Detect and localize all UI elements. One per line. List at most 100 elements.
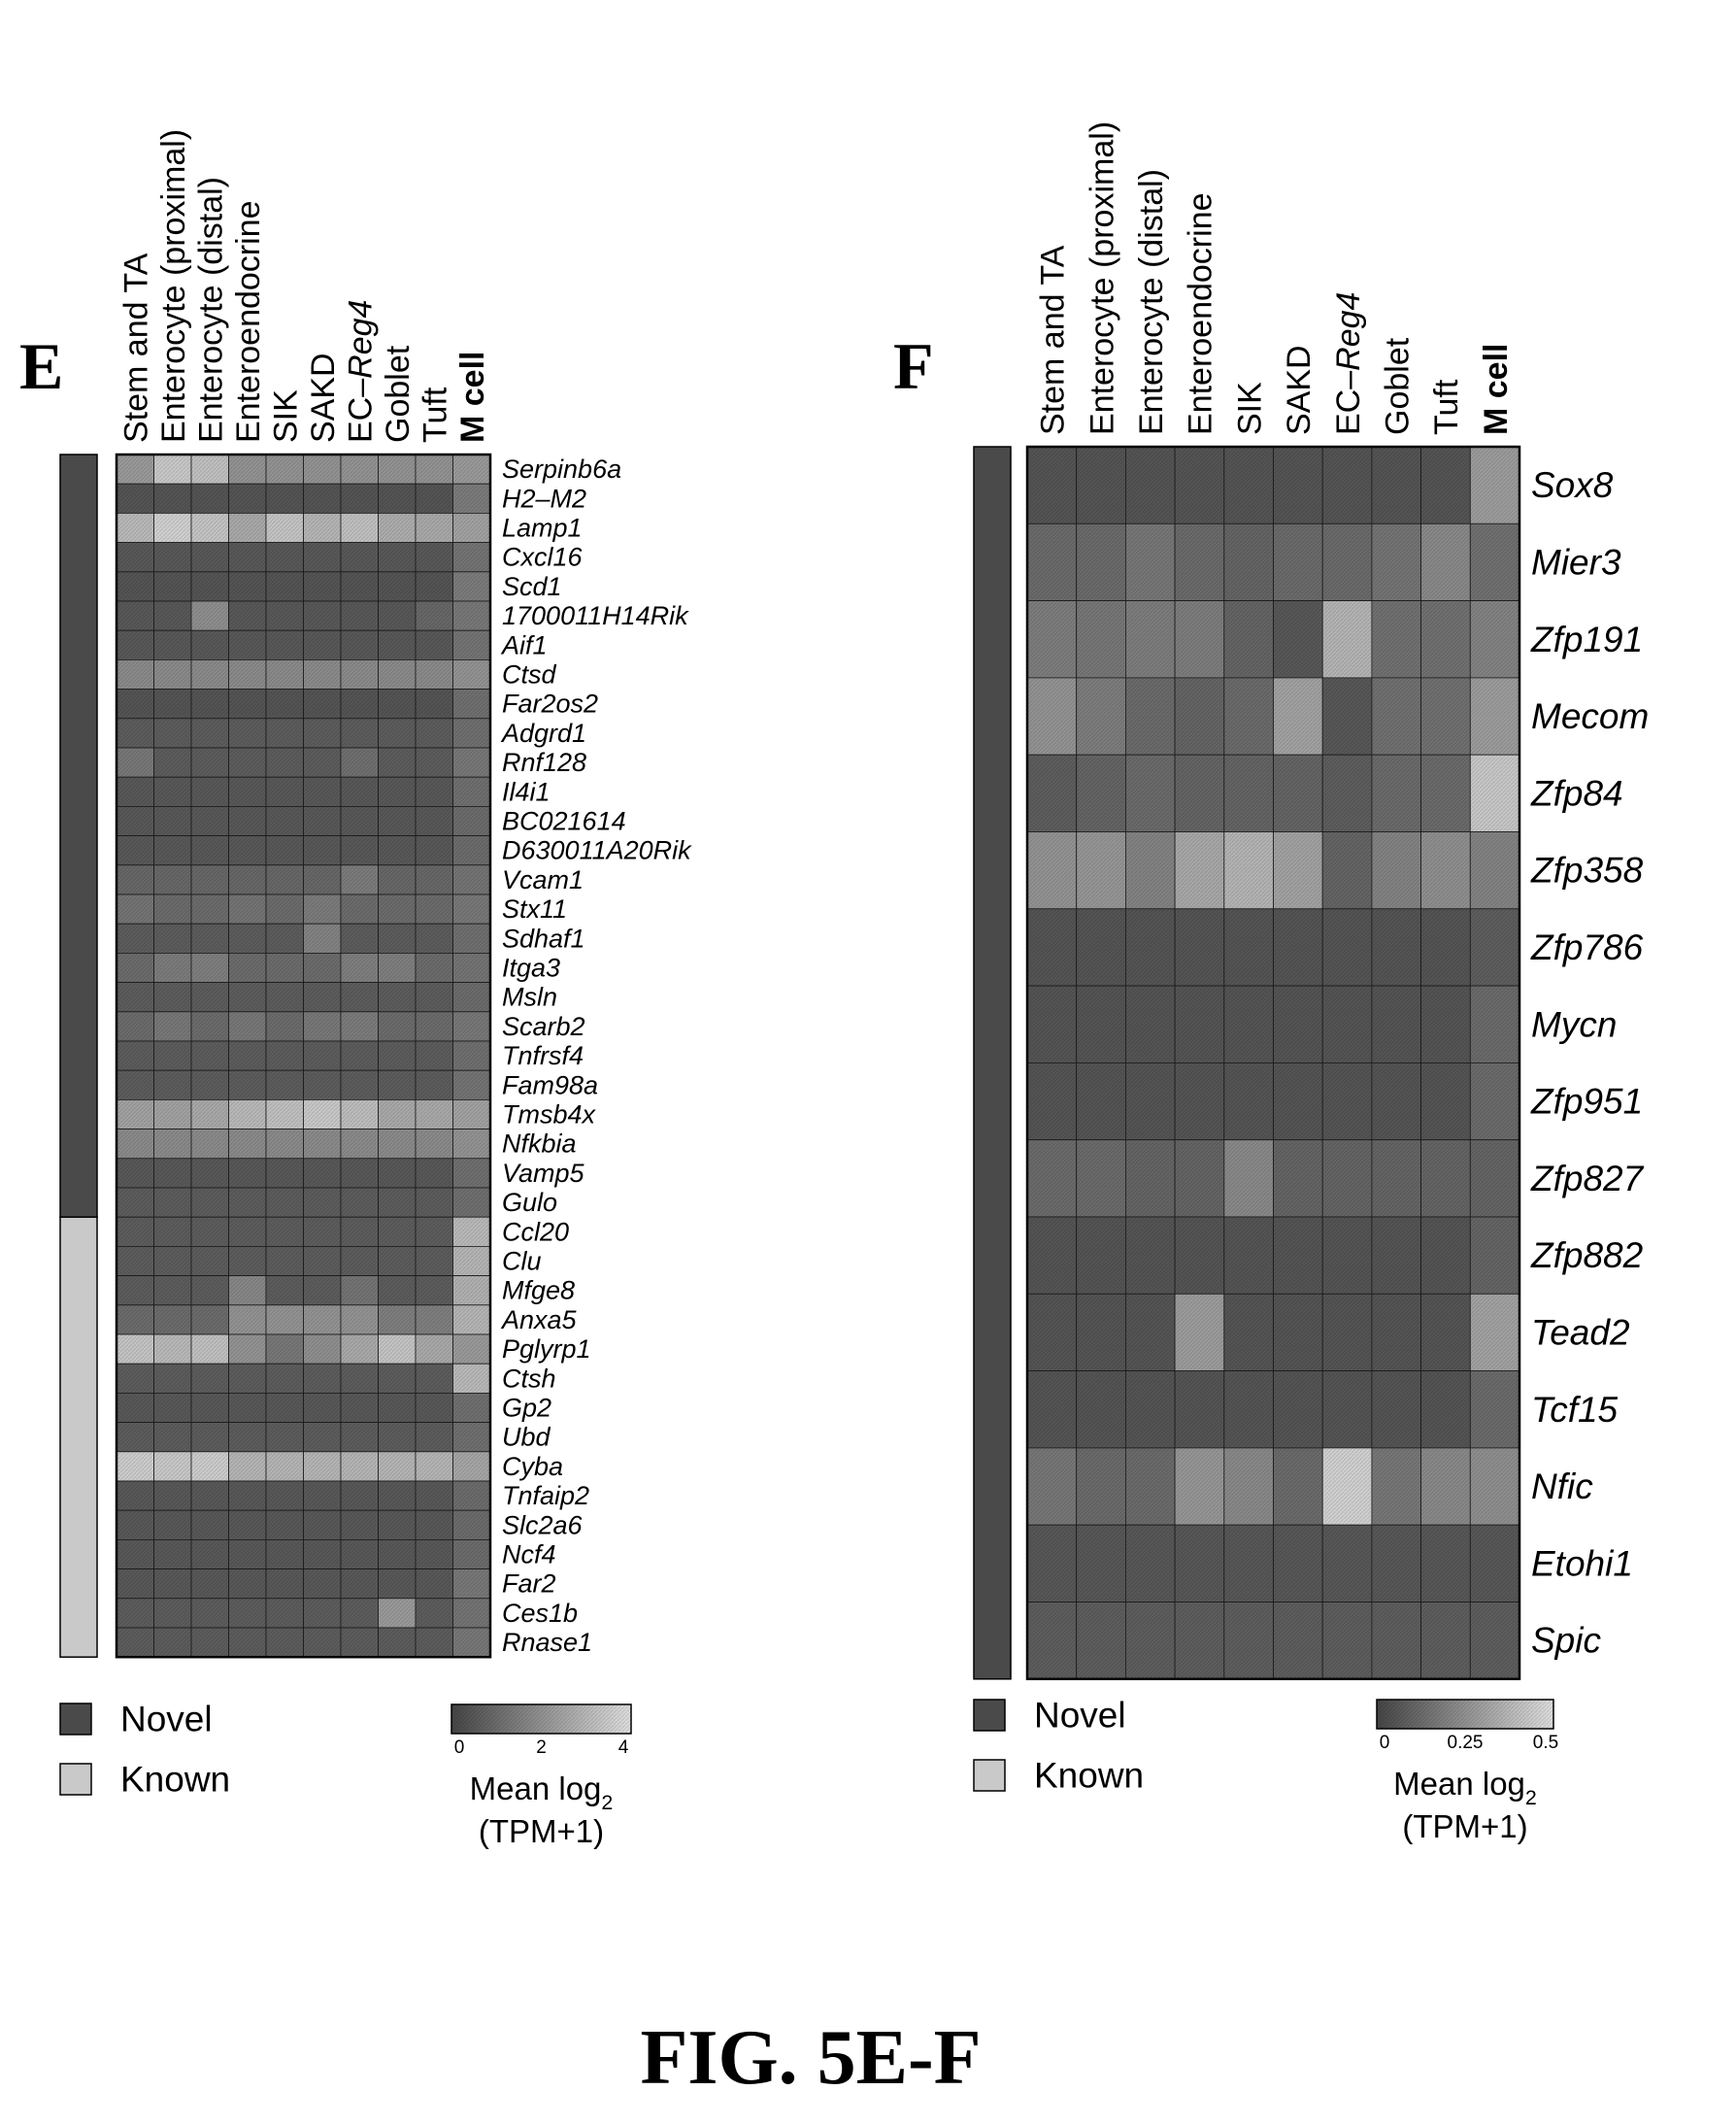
panel-e-cell-texture [228, 1246, 266, 1276]
panel-e-cell-texture [153, 1275, 191, 1305]
panel-e-cell-texture [341, 1451, 379, 1481]
panel-e-cell-texture [341, 1304, 379, 1334]
panel-f-row-label: Mecom [1531, 696, 1649, 736]
panel-e-row-label: Clu [502, 1247, 542, 1276]
panel-e-cell-texture [378, 1246, 416, 1276]
panel-e-cell-texture [416, 571, 453, 601]
panel-f-cell-texture [1470, 1525, 1519, 1602]
panel-e-cell-texture [378, 777, 416, 807]
panel-e-cell-texture [266, 1539, 304, 1569]
panel-f-row-label: Tead2 [1531, 1312, 1630, 1352]
panel-f-cell-texture [1125, 1062, 1176, 1140]
panel-e-cell-texture [416, 1246, 453, 1276]
panel-f-cell-texture [1470, 1447, 1519, 1526]
panel-e-cell-texture [117, 1481, 154, 1511]
panel-e-row-label: Nfkbia [502, 1129, 577, 1159]
panel-e-row-label: Cyba [502, 1452, 563, 1481]
panel-e-cell-texture [153, 1481, 191, 1511]
panel-e-cell-texture [191, 777, 229, 807]
panel-e-cell-texture [153, 1011, 191, 1041]
panel-f-cell-texture [1076, 755, 1126, 832]
panel-f-cell-texture [1175, 1139, 1224, 1217]
panel-e-cell-texture [117, 1099, 154, 1129]
panel-e-cell-texture [117, 1217, 154, 1247]
panel-f-cell-texture [1420, 523, 1471, 601]
panel-e-cell-texture [266, 1246, 304, 1276]
panel-f-cell-texture [1420, 755, 1471, 832]
panel-f-row-label: Zfp951 [1530, 1082, 1643, 1122]
panel-e-row-label: Cxcl16 [502, 543, 584, 572]
panel-e-cell-texture [266, 455, 304, 485]
panel-e-legend: Novel Known [59, 1700, 230, 1800]
panel-f-cell-texture [1175, 1294, 1224, 1371]
panel-e-cell-texture [228, 513, 266, 543]
panel-f-cell-texture [1470, 677, 1519, 756]
panel-e-cell-texture [452, 1246, 490, 1276]
panel-f-cell-texture [1223, 1447, 1274, 1526]
panel-e-cell-texture [153, 659, 191, 690]
panel-e-cell-texture [117, 1011, 154, 1041]
panel-e-cell-texture [228, 1510, 266, 1540]
panel-e-cell-texture [191, 659, 229, 690]
panel-e-cell-texture [452, 1158, 490, 1188]
panel-e-cell-texture [378, 718, 416, 748]
panel-f-cell-texture [1420, 986, 1471, 1063]
panel-e-cell-texture [266, 1481, 304, 1511]
panel-e-cell-texture [266, 1070, 304, 1100]
panel-f-column-labels: Stem and TA Enterocyte (proximal) Enterocy… [1035, 121, 1515, 435]
panel-e-heatmap: E Stem and TA Enterocyte (proximal) Entero… [19, 129, 692, 1849]
panel-e-cell-texture [303, 659, 341, 690]
panel-e-cell-texture [416, 1275, 453, 1305]
panel-e-cell-texture [341, 1188, 379, 1218]
panel-e-cell-texture [303, 601, 341, 631]
panel-e-cell-texture [266, 630, 304, 660]
panel-e-cell-texture [228, 864, 266, 894]
panel-e-cell-texture [117, 689, 154, 719]
panel-e-cell-texture [228, 1364, 266, 1394]
panel-e-cell-texture [341, 601, 379, 631]
panel-e-cell-texture [266, 1304, 304, 1334]
panel-f-cell-texture [1175, 1370, 1224, 1448]
panel-e-cell-texture [117, 777, 154, 807]
panel-e-cell-texture [153, 542, 191, 572]
panel-e-cell-texture [341, 718, 379, 748]
panel-f-cell-texture [1470, 1139, 1519, 1217]
panel-f-cell-texture [1273, 1062, 1323, 1140]
panel-e-cell-texture [378, 1158, 416, 1188]
panel-e-cell-texture [117, 718, 154, 748]
panel-e-cell-texture [228, 1628, 266, 1658]
panel-e-cell-texture [341, 484, 379, 514]
panel-f-legend-label: Known [1034, 1756, 1144, 1796]
panel-f-cell-texture [1027, 755, 1077, 832]
panel-f-cell-texture [1175, 831, 1224, 909]
panel-e-cell-texture [153, 1246, 191, 1276]
panel-f-cell-texture [1273, 908, 1323, 987]
panel-e-cell-texture [153, 835, 191, 865]
panel-e-row-label: Fam98a [502, 1070, 598, 1099]
panel-e-cell-texture [303, 748, 341, 778]
panel-f-cell-texture [1371, 1062, 1421, 1140]
panel-e-cell-texture [191, 894, 229, 925]
panel-e-cell-texture [341, 1246, 379, 1276]
panel-e-cell-texture [303, 1628, 341, 1658]
panel-e-cell-texture [266, 659, 304, 690]
panel-f-cell-texture [1223, 447, 1274, 524]
panel-e-cell-texture [303, 806, 341, 836]
panel-f-cell-texture [1027, 447, 1077, 524]
panel-f-cell-texture [1027, 1601, 1077, 1679]
panel-e-cell-texture [303, 777, 341, 807]
panel-e-cell-texture [341, 659, 379, 690]
panel-e-cell-texture [228, 1422, 266, 1452]
panel-e-cell-texture [191, 1628, 229, 1658]
panel-e-cell-texture [341, 513, 379, 543]
panel-f-cell-texture [1322, 1217, 1372, 1295]
panel-e-cell-texture [452, 1481, 490, 1511]
panel-e-cell-texture [416, 748, 453, 778]
panel-e-cell-texture [378, 571, 416, 601]
panel-f-cell-texture [1371, 1525, 1421, 1602]
panel-e-cell-texture [452, 1510, 490, 1540]
panel-e-cell-texture [228, 1129, 266, 1159]
panel-e-column-label: Enterocyte (proximal) [155, 129, 192, 443]
panel-f-cell-texture [1175, 1217, 1224, 1295]
panel-e-cell-texture [153, 806, 191, 836]
